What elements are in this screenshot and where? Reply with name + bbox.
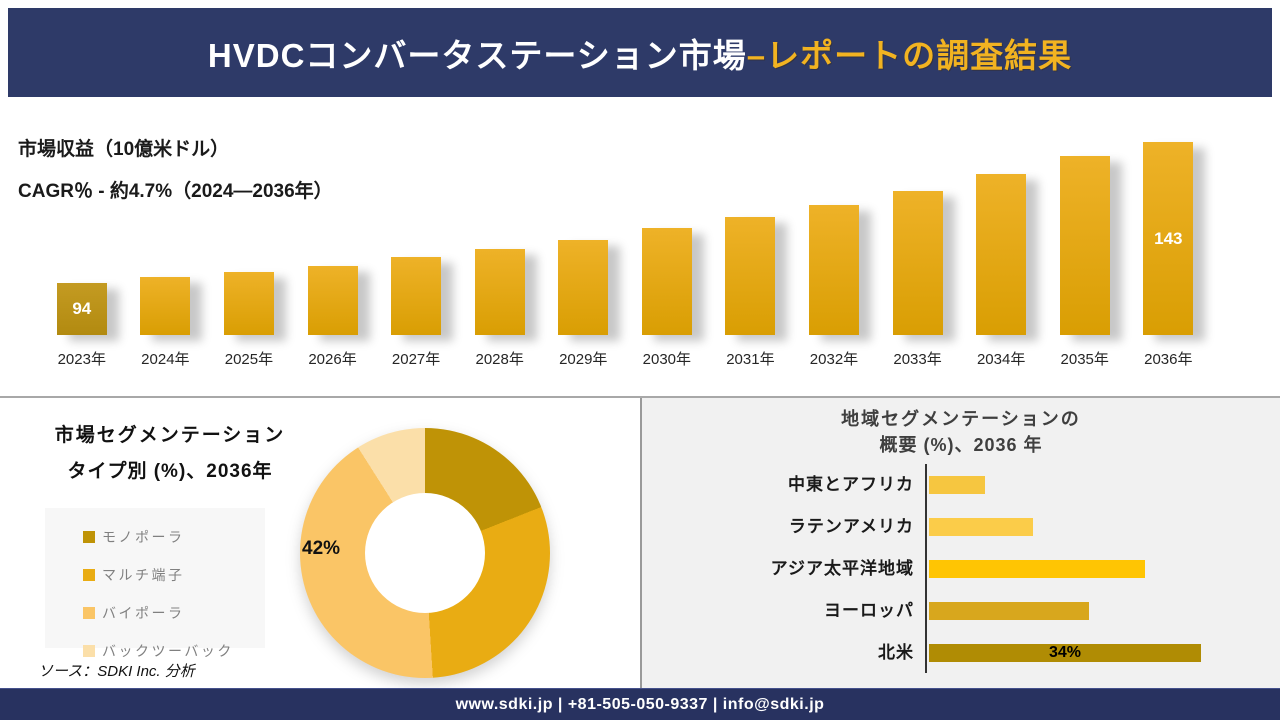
revenue-bar bbox=[976, 174, 1027, 335]
regional-bar bbox=[929, 601, 1089, 620]
revenue-bar-item: 2033年 bbox=[876, 191, 960, 368]
legend-swatch bbox=[83, 531, 95, 543]
revenue-bar bbox=[140, 277, 191, 335]
regional-chart-title-line2: 概要 (%)、2036 年 bbox=[879, 435, 1043, 455]
revenue-bar bbox=[725, 217, 776, 335]
type-chart-title-line2: タイプ別 (%)、2036年 bbox=[67, 461, 273, 482]
legend-label: マルチ端子 bbox=[102, 567, 185, 583]
legend-swatch bbox=[83, 607, 95, 619]
regional-bar-row: ヨーロッパ bbox=[642, 596, 1280, 626]
revenue-bar-year-label: 2024年 bbox=[141, 351, 190, 368]
revenue-bar-data-label: 143 bbox=[1154, 228, 1183, 248]
regional-category-label: 北米 bbox=[878, 642, 914, 662]
regional-segmentation-panel: 地域セグメンテーションの 概要 (%)、2036 年 中東とアフリカ ラテンアメリ… bbox=[640, 398, 1280, 688]
legend-label: モノポーラ bbox=[102, 529, 185, 545]
revenue-bar-year-label: 2035年 bbox=[1060, 351, 1109, 368]
revenue-bar-item: 94 2023年 bbox=[40, 283, 124, 368]
revenue-bar-year-label: 2033年 bbox=[893, 351, 942, 368]
revenue-bar-item: 2030年 bbox=[625, 228, 709, 368]
type-chart-legend: モノポーラマルチ端子バイポーラバックツーバック bbox=[45, 508, 265, 659]
revenue-bar-item: 143 2036年 bbox=[1127, 142, 1211, 368]
page-title-main: HVDCコンバータステーション市場 bbox=[207, 36, 747, 74]
revenue-bar bbox=[1059, 156, 1110, 335]
revenue-bar bbox=[641, 228, 692, 335]
revenue-bar-year-label: 2029年 bbox=[559, 351, 608, 368]
revenue-bar-year-label: 2027年 bbox=[391, 351, 441, 368]
revenue-bar-item: 2034年 bbox=[959, 174, 1043, 368]
revenue-bar-year-label: 2034年 bbox=[976, 351, 1026, 368]
revenue-chart-title: 市場収益（10億米ドル） bbox=[18, 139, 230, 160]
revenue-bar-item: 2035年 bbox=[1043, 156, 1127, 368]
revenue-bar-item: 2026年 bbox=[291, 266, 375, 368]
revenue-bar-year-label: 2030年 bbox=[642, 351, 692, 368]
revenue-bar-item: 2032年 bbox=[792, 205, 876, 368]
legend-swatch bbox=[83, 569, 95, 581]
regional-bar: 34% bbox=[929, 643, 1201, 662]
legend-swatch bbox=[83, 645, 95, 657]
revenue-bar-item: 2024年 bbox=[124, 277, 208, 368]
revenue-bar-year-label: 2023年 bbox=[57, 351, 106, 368]
revenue-bar-item: 2027年 bbox=[374, 257, 458, 368]
revenue-bar-year-label: 2028年 bbox=[475, 351, 524, 368]
contact-footer-text: www.sdki.jp | +81-505-050-9337 | info@sd… bbox=[455, 695, 825, 713]
type-donut-chart bbox=[300, 428, 550, 678]
regional-category-label: 中東とアフリカ bbox=[788, 474, 914, 494]
regional-category-label: ラテンアメリカ bbox=[788, 516, 914, 536]
page-title-accent: –レポートの調査結果 bbox=[746, 36, 1073, 74]
regional-bar-row: 北米 34% bbox=[642, 638, 1280, 668]
revenue-bar-year-label: 2036年 bbox=[1144, 351, 1193, 368]
source-note: ソース：SDKI Inc. 分析 bbox=[38, 663, 195, 680]
revenue-bar-item: 2028年 bbox=[458, 249, 542, 368]
revenue-bar-item: 2025年 bbox=[207, 272, 291, 368]
revenue-bar-year-label: 2025年 bbox=[224, 351, 274, 368]
revenue-bar bbox=[808, 205, 859, 335]
revenue-bar-year-label: 2026年 bbox=[308, 351, 357, 368]
regional-bar-data-label: 34% bbox=[1048, 643, 1082, 661]
revenue-bar-year-label: 2032年 bbox=[809, 351, 859, 368]
report-header: HVDCコンバータステーション市場–レポートの調査結果 bbox=[8, 8, 1272, 97]
revenue-bar bbox=[391, 257, 442, 335]
regional-bar bbox=[929, 475, 985, 494]
contact-footer: www.sdki.jp | +81-505-050-9337 | info@sd… bbox=[0, 688, 1280, 720]
regional-category-label: アジア太平洋地域 bbox=[770, 558, 914, 578]
revenue-bar bbox=[474, 249, 525, 335]
revenue-bar-data-label: 94 bbox=[72, 299, 92, 318]
regional-bar bbox=[929, 559, 1145, 578]
regional-bar-row: ラテンアメリカ bbox=[642, 512, 1280, 542]
revenue-bar bbox=[558, 240, 609, 335]
regional-bar-row: アジア太平洋地域 bbox=[642, 554, 1280, 584]
revenue-bar: 143 bbox=[1143, 142, 1194, 335]
regional-chart-title-line1: 地域セグメンテーションの bbox=[841, 409, 1081, 429]
revenue-bar-year-label: 2031年 bbox=[726, 351, 775, 368]
type-donut-data-label: 42% bbox=[302, 538, 341, 559]
regional-category-label: ヨーロッパ bbox=[824, 600, 914, 620]
revenue-bar bbox=[307, 266, 358, 335]
regional-bar bbox=[929, 517, 1033, 536]
legend-item: モノポーラ bbox=[83, 518, 265, 556]
revenue-bar-item: 2029年 bbox=[541, 240, 625, 368]
revenue-chart-cagr: CAGR％ - 約4.7%（2024―2036年） bbox=[18, 181, 333, 202]
legend-item: マルチ端子 bbox=[83, 556, 265, 594]
revenue-bar-item: 2031年 bbox=[709, 217, 793, 368]
legend-item: バックツーバック bbox=[83, 632, 265, 670]
revenue-bar-chart: 94 2023年 2024年 2025年 2026年 2027年 2028年 2029年 203… bbox=[40, 135, 1211, 368]
legend-item: バイポーラ bbox=[83, 594, 265, 632]
regional-chart-axis bbox=[925, 464, 927, 673]
revenue-bar: 94 bbox=[56, 283, 107, 335]
revenue-bar bbox=[223, 272, 274, 335]
page-title: HVDCコンバータステーション市場–レポートの調査結果 bbox=[208, 29, 1072, 77]
legend-label: バックツーバック bbox=[102, 643, 234, 659]
type-segmentation-panel: 市場セグメンテーション タイプ別 (%)、2036年 モノポーラマルチ端子バイポ… bbox=[0, 398, 640, 688]
section-divider bbox=[0, 396, 1280, 398]
legend-label: バイポーラ bbox=[102, 605, 185, 621]
regional-bar-row: 中東とアフリカ bbox=[642, 470, 1280, 500]
revenue-bar bbox=[892, 191, 943, 335]
type-chart-title-line1: 市場セグメンテーション bbox=[54, 425, 286, 446]
